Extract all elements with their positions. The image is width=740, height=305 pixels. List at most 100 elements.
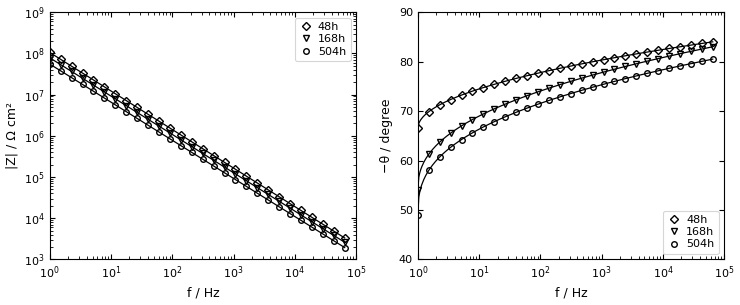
504h — [424, 169, 433, 172]
48h — [78, 71, 87, 75]
48h — [275, 195, 283, 199]
504h — [566, 92, 575, 95]
504h — [318, 232, 327, 236]
48h — [176, 133, 185, 137]
504h — [588, 85, 597, 89]
168h — [697, 47, 706, 51]
168h — [665, 54, 673, 58]
168h — [297, 213, 306, 217]
504h — [198, 157, 207, 161]
48h — [308, 216, 317, 219]
48h — [242, 174, 251, 178]
48h — [556, 66, 565, 70]
Line: 168h: 168h — [47, 55, 348, 245]
168h — [155, 124, 164, 128]
48h — [318, 222, 327, 226]
168h — [511, 98, 520, 102]
48h — [490, 82, 499, 86]
48h — [111, 92, 120, 95]
168h — [522, 94, 531, 98]
48h — [89, 78, 98, 82]
504h — [209, 164, 218, 168]
48h — [435, 103, 444, 107]
48h — [45, 51, 54, 54]
504h — [100, 96, 109, 100]
168h — [676, 52, 684, 56]
504h — [534, 102, 542, 106]
504h — [187, 151, 196, 154]
168h — [231, 172, 240, 176]
168h — [687, 49, 696, 53]
168h — [632, 62, 641, 66]
504h — [556, 95, 565, 99]
504h — [435, 155, 444, 159]
168h — [67, 70, 76, 73]
168h — [424, 152, 433, 156]
48h — [665, 47, 673, 50]
48h — [545, 69, 554, 73]
168h — [318, 227, 327, 231]
168h — [599, 70, 608, 74]
48h — [468, 89, 477, 93]
Legend: 48h, 168h, 504h: 48h, 168h, 504h — [295, 18, 351, 61]
168h — [253, 186, 262, 189]
Line: 504h: 504h — [47, 61, 348, 250]
48h — [457, 93, 466, 97]
168h — [263, 193, 272, 196]
168h — [435, 140, 444, 144]
504h — [708, 57, 717, 61]
48h — [479, 86, 488, 89]
504h — [56, 69, 65, 73]
504h — [687, 62, 696, 66]
504h — [697, 59, 706, 63]
504h — [329, 239, 338, 242]
168h — [643, 59, 652, 63]
Y-axis label: −θ / degree: −θ / degree — [380, 99, 393, 173]
504h — [155, 130, 164, 134]
504h — [665, 66, 673, 70]
Y-axis label: |Z| / Ω cm²: |Z| / Ω cm² — [6, 102, 18, 169]
48h — [263, 188, 272, 192]
168h — [122, 104, 131, 107]
Legend: 48h, 168h, 504h: 48h, 168h, 504h — [662, 210, 719, 254]
504h — [220, 171, 229, 175]
504h — [286, 212, 295, 215]
504h — [511, 110, 520, 114]
168h — [414, 188, 423, 192]
168h — [45, 56, 54, 60]
48h — [122, 99, 131, 102]
504h — [577, 88, 586, 92]
504h — [621, 77, 630, 81]
48h — [599, 58, 608, 62]
168h — [479, 112, 488, 116]
168h — [166, 131, 175, 135]
X-axis label: f / Hz: f / Hz — [186, 286, 219, 300]
168h — [100, 90, 109, 94]
504h — [263, 198, 272, 202]
48h — [511, 77, 520, 80]
168h — [209, 159, 218, 162]
48h — [522, 74, 531, 77]
168h — [187, 145, 196, 149]
504h — [132, 117, 141, 120]
504h — [67, 76, 76, 80]
504h — [501, 115, 510, 119]
48h — [286, 202, 295, 206]
168h — [329, 234, 338, 237]
504h — [610, 80, 619, 83]
168h — [610, 67, 619, 71]
168h — [78, 77, 87, 80]
48h — [697, 41, 706, 45]
48h — [297, 209, 306, 212]
168h — [621, 65, 630, 68]
48h — [198, 147, 207, 150]
168h — [111, 97, 120, 101]
504h — [166, 137, 175, 141]
48h — [424, 110, 433, 113]
504h — [676, 64, 684, 68]
168h — [457, 124, 466, 128]
48h — [56, 58, 65, 61]
48h — [643, 50, 652, 54]
168h — [144, 117, 152, 121]
168h — [176, 138, 185, 142]
